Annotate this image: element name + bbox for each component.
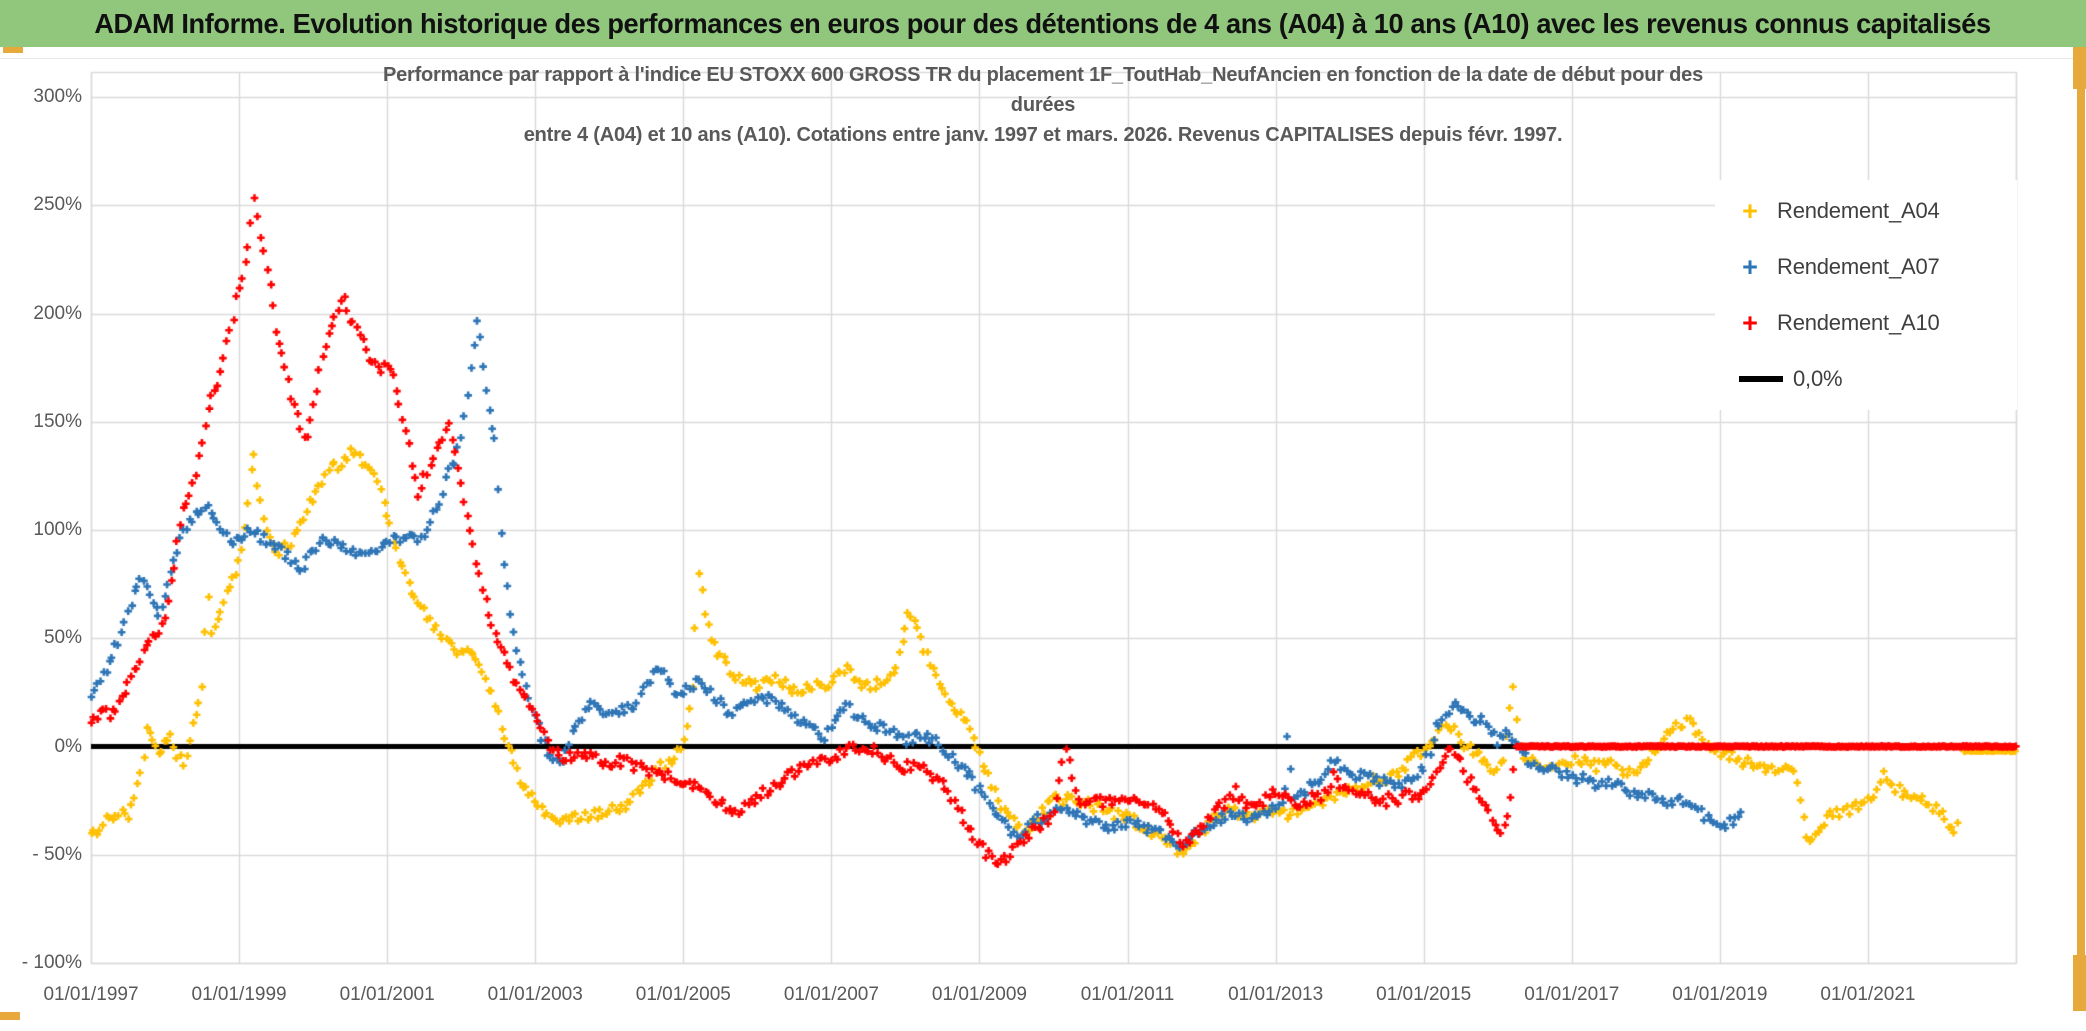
- x-axis-label: 01/01/2009: [931, 984, 1027, 1005]
- y-axis-label: 0%: [54, 735, 82, 757]
- legend-label: Rendement_A07: [1777, 254, 1940, 279]
- x-axis-label: 01/01/2011: [1080, 984, 1175, 1005]
- legend-label: Rendement_A10: [1777, 310, 1940, 335]
- chart-title-line3: entre 4 (A04) et 10 ans (A10). Cotations…: [523, 124, 1563, 146]
- legend-item-rendement-a04[interactable]: + Rendement_A04: [1739, 186, 2017, 236]
- y-axis-label: 300%: [33, 86, 82, 107]
- y-axis-label: 50%: [43, 627, 82, 649]
- y-axis-label: 150%: [33, 410, 82, 432]
- chart-title: Performance par rapport à l'indice EU ST…: [150, 60, 1936, 150]
- x-axis-label: 01/01/2013: [1228, 984, 1324, 1005]
- line-swatch-icon: [1739, 376, 1783, 382]
- x-axis-label: 01/01/2007: [783, 984, 879, 1005]
- legend-item-rendement-a07[interactable]: + Rendement_A07: [1739, 242, 2017, 292]
- x-axis-label: 01/01/2015: [1376, 984, 1472, 1005]
- x-axis-label: 01/01/1997: [43, 984, 139, 1005]
- x-axis-label: 01/01/2019: [1672, 984, 1768, 1005]
- x-axis-label: 01/01/2021: [1820, 984, 1916, 1005]
- legend-item-zero-line[interactable]: 0,0%: [1739, 354, 2017, 404]
- legend-label: Rendement_A04: [1777, 198, 1940, 223]
- y-axis-label: - 50%: [32, 843, 82, 865]
- y-axis-label: - 100%: [21, 952, 82, 973]
- chart-title-line1: Performance par rapport à l'indice EU ST…: [382, 64, 1704, 86]
- y-axis-label: 250%: [33, 194, 82, 216]
- x-axis-label: 01/01/1999: [191, 984, 287, 1005]
- plus-marker-icon: +: [1742, 252, 1758, 282]
- plus-marker-icon: +: [1742, 308, 1758, 338]
- plus-marker-icon: +: [1742, 196, 1758, 226]
- chart-title-line2: durées: [1010, 94, 1076, 116]
- x-axis-label: 01/01/2003: [487, 984, 583, 1005]
- x-axis-label: 01/01/2017: [1524, 984, 1620, 1005]
- legend-item-rendement-a10[interactable]: + Rendement_A10: [1739, 298, 2017, 348]
- x-axis-label: 01/01/2005: [635, 984, 731, 1005]
- y-axis-label: 100%: [33, 519, 82, 540]
- y-axis-label: 200%: [33, 302, 82, 324]
- chart-legend: + Rendement_A04 + Rendement_A07 + Rendem…: [1715, 180, 2017, 410]
- legend-label: 0,0%: [1793, 366, 1843, 391]
- x-axis-label: 01/01/2001: [339, 984, 435, 1005]
